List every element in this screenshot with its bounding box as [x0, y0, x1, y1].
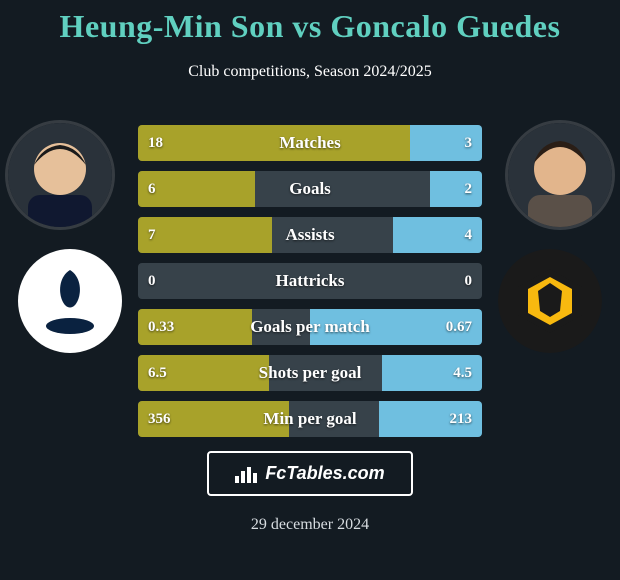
stat-bar-right — [379, 401, 482, 437]
player-right-avatar — [508, 123, 612, 227]
stat-row: Goals per match0.330.67 — [138, 309, 482, 345]
comparison-date: 29 december 2024 — [0, 516, 620, 534]
comparison-card: Heung-Min Son vs Goncalo Guedes Club com… — [0, 0, 620, 580]
stat-bar-left — [138, 217, 272, 253]
stat-bar-left — [138, 401, 289, 437]
stat-row: Goals62 — [138, 171, 482, 207]
stat-label: Hattricks — [138, 263, 482, 299]
stat-value-right: 0 — [455, 263, 483, 299]
stat-row: Shots per goal6.54.5 — [138, 355, 482, 391]
stat-bar-right — [410, 125, 482, 161]
club-left-badge — [18, 249, 122, 353]
bars-container: Matches183 Goals62 Assists74 Hattricks0 0 Goa… — [138, 125, 482, 447]
page-title: Heung-Min Son vs Goncalo Guedes — [0, 8, 620, 45]
stat-bar-left — [138, 355, 269, 391]
player-left-avatar — [8, 123, 112, 227]
stat-bar-right — [310, 309, 482, 345]
bar-chart-icon — [235, 465, 257, 483]
stat-bar-left — [138, 125, 410, 161]
stat-bar-right — [393, 217, 482, 253]
stat-row: Assists74 — [138, 217, 482, 253]
brand-logo: FcTables.com — [0, 451, 620, 496]
stat-row: Matches183 — [138, 125, 482, 161]
stat-bar-right — [382, 355, 482, 391]
stat-row: Min per goal356213 — [138, 401, 482, 437]
stat-value-left: 0 — [138, 263, 166, 299]
subtitle: Club competitions, Season 2024/2025 — [0, 63, 620, 81]
stat-bar-left — [138, 171, 255, 207]
brand-text: FcTables.com — [265, 463, 384, 484]
stat-bar-right — [430, 171, 482, 207]
stat-row: Hattricks0 0 — [138, 263, 482, 299]
stat-bar-left — [138, 309, 252, 345]
club-right-badge — [498, 249, 602, 353]
stats-area: Matches183 Goals62 Assists74 Hattricks0 0 Goa… — [0, 105, 620, 445]
